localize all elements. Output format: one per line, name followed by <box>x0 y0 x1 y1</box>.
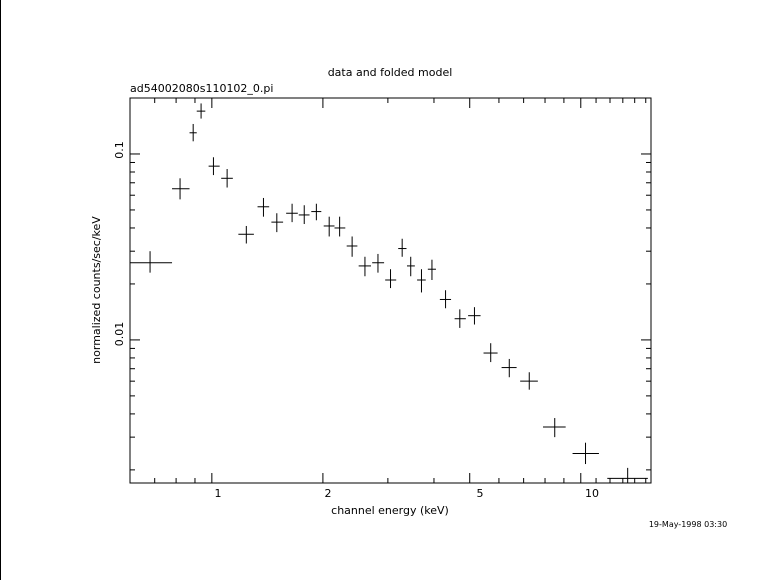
data-point <box>346 236 358 257</box>
data-point <box>385 269 397 289</box>
data-point <box>372 253 385 273</box>
data-point <box>427 259 436 280</box>
data-point <box>189 123 197 142</box>
data-point <box>398 238 407 257</box>
x-tick-label-2: 2 <box>325 487 332 500</box>
data-points <box>130 103 648 483</box>
y-axis-label: normalized counts/sec/keV <box>90 216 103 364</box>
data-point <box>607 467 648 483</box>
data-point <box>417 269 426 293</box>
y-tick-label-0.1: 0.1 <box>113 141 126 159</box>
x-tick-label-10: 10 <box>585 487 599 500</box>
data-point <box>257 197 270 217</box>
y-tick-label-0.01: 0.01 <box>113 322 126 347</box>
data-point <box>483 343 498 363</box>
data-point <box>238 225 254 244</box>
chart-subtitle: ad54002080s110102_0.pi <box>130 82 273 95</box>
data-point <box>286 203 298 223</box>
data-point <box>501 358 517 378</box>
data-point <box>468 307 481 325</box>
data-point <box>172 178 190 200</box>
timestamp: 19-May-1998 03:30 <box>649 520 727 529</box>
data-point <box>221 169 233 188</box>
data-point <box>406 256 415 277</box>
data-point <box>334 216 346 237</box>
data-point <box>439 290 452 309</box>
data-point <box>130 251 173 273</box>
x-axis-label: channel energy (keV) <box>331 504 449 517</box>
data-point <box>323 216 335 237</box>
x-tick-label-1: 1 <box>215 487 222 500</box>
data-point <box>271 213 284 233</box>
data-point <box>208 157 220 176</box>
data-point <box>454 309 466 328</box>
data-point <box>298 205 310 225</box>
data-point <box>358 256 371 277</box>
data-point <box>543 418 566 438</box>
x-tick-label-5: 5 <box>477 487 484 500</box>
data-point <box>572 442 599 465</box>
data-point <box>520 372 538 390</box>
data-point <box>311 203 322 221</box>
chart-title: data and folded model <box>328 66 453 79</box>
axis-ticks <box>129 98 651 483</box>
plot-frame <box>129 97 652 484</box>
data-point <box>196 103 206 119</box>
window-edge <box>0 0 1 580</box>
